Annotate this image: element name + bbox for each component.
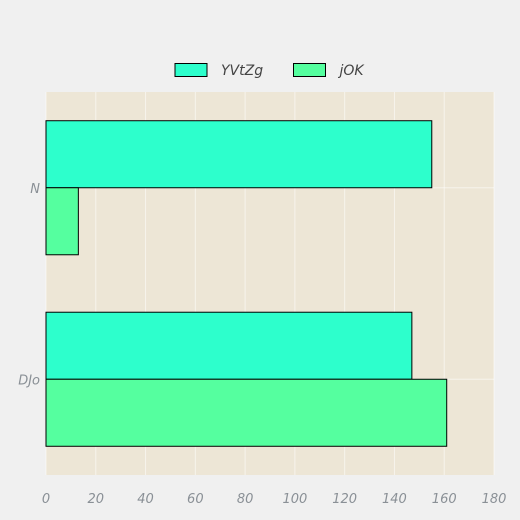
x-tick-label: 100 [282,492,307,507]
x-tick-label: 160 [432,492,457,507]
bars [45,120,448,447]
x-tick-label: 80 [237,492,254,507]
y-tick-label: DJo [18,373,40,388]
legend: YVtZg jOK [174,63,366,79]
x-tick-label: 60 [187,492,204,507]
x-tick-label: 0 [42,492,50,507]
axis-labels: 0 20 40 60 80 100 120 140 160 180 N DJo [18,182,506,507]
bar [45,187,79,256]
legend-swatch [174,63,208,77]
x-tick-label: 20 [88,492,105,507]
x-tick-label: 180 [482,492,507,507]
bar [45,120,433,189]
x-tick-label: 120 [332,492,357,507]
x-tick-label: 140 [382,492,407,507]
legend-swatch [293,63,326,77]
bar [45,378,448,447]
y-tick-label: N [30,182,40,197]
bar [45,311,413,380]
legend-label: YVtZg [221,63,263,79]
legend-label: jOK [338,63,366,79]
x-tick-label: 40 [137,492,154,507]
